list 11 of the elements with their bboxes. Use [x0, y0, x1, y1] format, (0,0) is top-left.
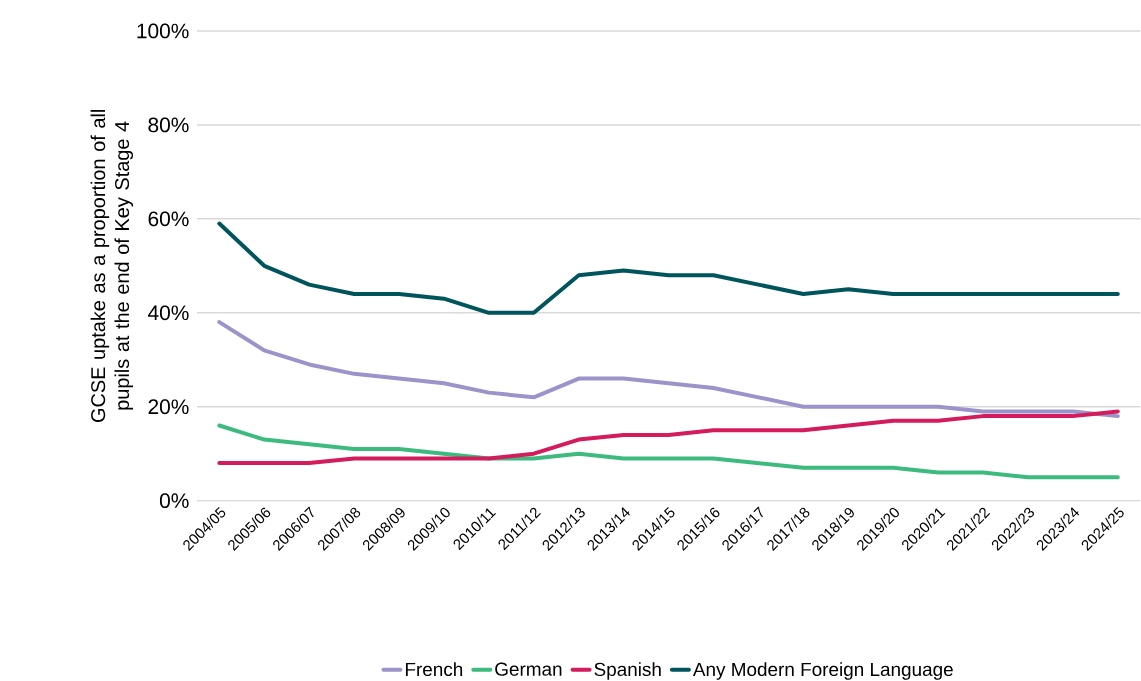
y-tick-label: 60% [148, 211, 189, 227]
y-tick-label: 80% [148, 117, 189, 133]
y-tick-label: 0% [159, 493, 189, 508]
legend-label: Spanish [594, 662, 661, 680]
y-tick-label: 40% [148, 305, 189, 320]
legend-label: German [495, 662, 562, 676]
legend-label: Any Modern Foreign Language [692, 662, 953, 680]
y-axis-title: GCSE uptake as a proportion of all pupils at the end of Key Stage 4 [90, 109, 134, 422]
y-tick-label: 20% [148, 399, 189, 414]
legend-label: French [405, 662, 463, 676]
y-tick-label: 100% [137, 23, 189, 39]
